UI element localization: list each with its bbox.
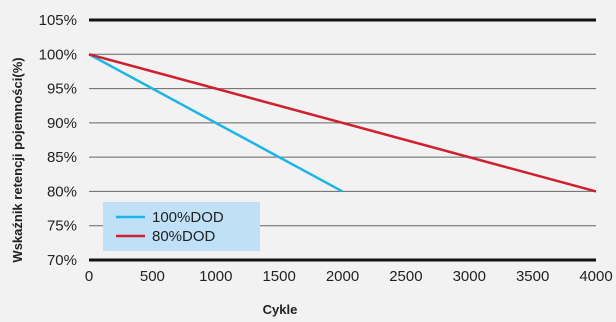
y-tick-labels: 70% 75% 80% 85% 90% 95% 100% 105% <box>39 12 77 269</box>
y-tick-label: 90% <box>47 115 77 132</box>
legend-label: 80%DOD <box>152 228 216 245</box>
y-tick-label: 95% <box>47 81 77 98</box>
x-tick-label: 1500 <box>262 268 295 285</box>
series-line-100%DOD <box>88 53 344 193</box>
x-tick-label: 500 <box>140 268 165 285</box>
y-tick-label: 100% <box>39 46 77 63</box>
x-tick-label: 4000 <box>579 268 612 285</box>
legend-box <box>103 202 260 251</box>
legend: 100%DOD 80%DOD <box>103 202 260 251</box>
x-tick-label: 2000 <box>326 268 359 285</box>
x-tick-labels: 0 500 1000 1500 2000 2500 3000 3500 4000 <box>85 268 613 285</box>
y-tick-label: 70% <box>47 252 77 269</box>
y-tick-label: 75% <box>47 218 77 235</box>
legend-label: 100%DOD <box>152 209 224 226</box>
x-tick-label: 1000 <box>199 268 232 285</box>
series-lines <box>88 53 597 193</box>
y-tick-label: 80% <box>47 183 77 200</box>
x-tick-label: 3500 <box>516 268 549 285</box>
x-tick-label: 3000 <box>453 268 486 285</box>
x-axis-title: Cykle <box>263 302 298 317</box>
y-tick-label: 105% <box>39 12 77 29</box>
x-tick-label: 0 <box>85 268 93 285</box>
y-axis-title: Wskaźnik retencji pojemności(%) <box>10 57 25 262</box>
y-tick-label: 85% <box>47 149 77 166</box>
series-line-80%DOD <box>88 53 597 193</box>
x-tick-label: 2500 <box>389 268 422 285</box>
